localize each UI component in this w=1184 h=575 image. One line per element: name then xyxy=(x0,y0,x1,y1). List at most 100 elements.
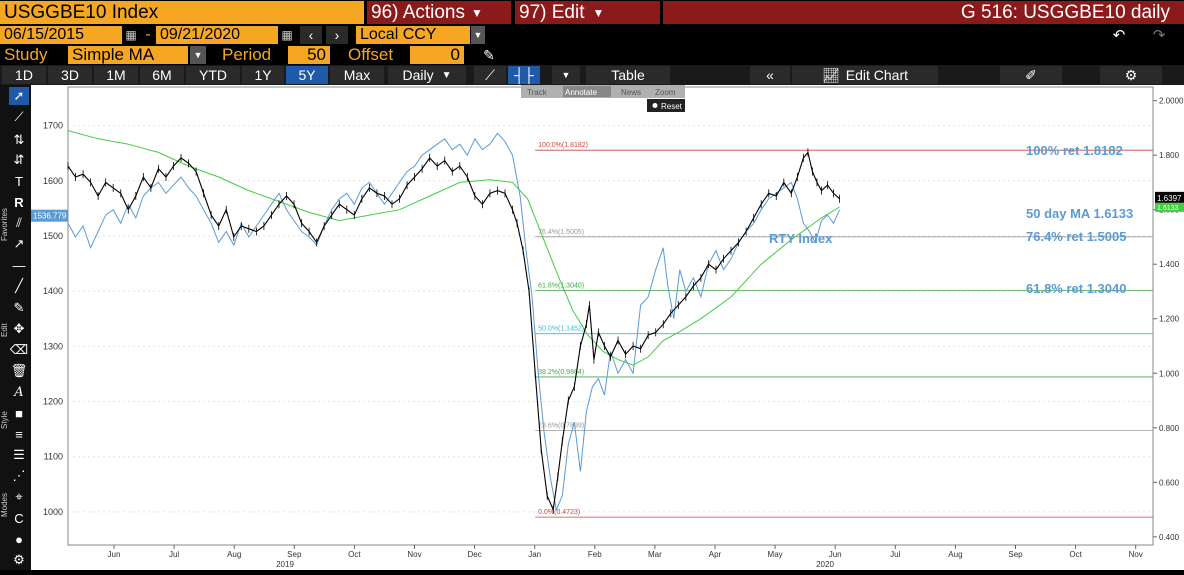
end-date-text: 09/21/2020 xyxy=(160,26,241,43)
zoom-button[interactable]: Zoom xyxy=(655,88,676,97)
actions-menu[interactable]: 96) Actions ▼ xyxy=(367,1,511,24)
left-tick-label: 1000 xyxy=(43,507,63,517)
redo-icon[interactable]: ↷ xyxy=(1152,27,1166,44)
news-button[interactable]: News xyxy=(621,88,641,97)
price-badge-bg xyxy=(1155,191,1184,203)
end-date-field[interactable]: 09/21/2020 xyxy=(156,26,278,44)
fib-tool-icon[interactable]: ⇅ xyxy=(13,132,25,147)
gear-icon[interactable]: ⚙ xyxy=(13,552,25,567)
chart-area[interactable]: 100.0%(1.8182) 76.4%(1.5005) 61.8%(1.3040)… xyxy=(31,85,1184,570)
offset-field[interactable]: 0 xyxy=(410,45,464,64)
palette-icon[interactable]: ● xyxy=(15,531,23,547)
price-chart[interactable]: 100.0%(1.8182) 76.4%(1.5005) 61.8%(1.3040)… xyxy=(31,85,1184,570)
annotate-edit-button[interactable]: ✐ xyxy=(1000,66,1062,84)
delete-icon[interactable]: 🗑︎ xyxy=(10,363,28,378)
line-tool-icon[interactable]: ⟋ xyxy=(14,109,24,124)
chart-annotation: 76.4% ret 1.5005 xyxy=(1026,229,1126,244)
line-weight-icon[interactable]: ≡ xyxy=(15,426,23,442)
range-1y[interactable]: 1Y xyxy=(242,66,284,84)
study-field[interactable]: Simple MA xyxy=(68,45,188,64)
text-tool-icon[interactable]: T xyxy=(15,173,23,189)
range-label: 5Y xyxy=(298,67,316,83)
annotate-highlight xyxy=(563,86,611,97)
month-label: Feb xyxy=(588,550,602,559)
month-label: Jul xyxy=(169,550,179,559)
edit-menu[interactable]: 97) Edit ▼ xyxy=(515,1,660,24)
mode-c-icon[interactable]: C xyxy=(14,510,24,526)
left-tick-label: 1200 xyxy=(43,397,63,407)
magnet-icon[interactable]: ⌖ xyxy=(15,489,23,504)
page-title: G 516: USGGBE10 daily xyxy=(663,1,1184,24)
month-label: Sep xyxy=(287,550,302,559)
double-chevron-left-icon: « xyxy=(766,67,774,83)
next-button[interactable]: › xyxy=(326,26,348,44)
month-label: Oct xyxy=(348,550,361,559)
grid xyxy=(67,86,1154,546)
range-label: 1M xyxy=(106,67,126,83)
ray-icon[interactable]: ╱ xyxy=(15,278,23,293)
collapse-button[interactable]: « xyxy=(750,66,790,84)
range-3d[interactable]: 3D xyxy=(48,66,92,84)
retracement-label: 50.0%(1.1452) xyxy=(538,326,584,333)
font-style-icon[interactable]: A xyxy=(14,384,24,400)
title-bar: USGGBE10 Index 96) Actions ▼ 97) Edit ▼ G … xyxy=(0,0,1184,25)
annotate-button[interactable]: Annotate xyxy=(565,88,598,97)
fib-extension-icon[interactable]: ⇵ xyxy=(13,152,25,167)
fill-color-icon[interactable]: ■ xyxy=(15,405,23,421)
undo-icon[interactable]: ↶ xyxy=(1112,27,1126,44)
horizontal-line-icon[interactable]: — xyxy=(12,257,26,273)
ma-badge-bg xyxy=(1155,202,1184,212)
cursor-icon[interactable]: ➚ xyxy=(9,87,29,105)
line-chart-button[interactable]: ⟋ xyxy=(474,66,506,84)
pen-icon[interactable]: ✎ xyxy=(483,46,495,63)
offset-label: Offset xyxy=(348,45,394,64)
ticker-text: USGGBE10 Index xyxy=(4,1,159,23)
range-1d[interactable]: 1D xyxy=(2,66,46,84)
retracement-label: 23.6%(0.7899) xyxy=(538,423,584,430)
right-tick-label: 0.400 xyxy=(1159,533,1180,542)
brush-icon[interactable]: ✎ xyxy=(13,300,25,315)
channel-icon[interactable]: ⫽ xyxy=(16,215,22,230)
start-date-text: 06/15/2015 xyxy=(4,26,85,43)
range-ytd[interactable]: YTD xyxy=(186,66,240,84)
edit-chart-button[interactable]: 📈︎ Edit Chart xyxy=(792,66,938,84)
range-5y[interactable]: 5Y xyxy=(286,66,328,84)
frequency-dropdown[interactable]: Daily ▼ xyxy=(388,66,466,84)
study-dropdown[interactable]: ▼ xyxy=(190,46,206,64)
chevron-right-icon: › xyxy=(334,27,340,43)
line-style-icon[interactable]: ☰ xyxy=(13,447,25,462)
retracement-icon[interactable]: R xyxy=(14,194,24,210)
reset-button[interactable]: Reset xyxy=(661,102,683,111)
right-tick-label: 0.600 xyxy=(1159,478,1180,487)
reset-icon xyxy=(652,103,658,108)
period-field[interactable]: 50 xyxy=(288,45,330,64)
bar-chart-button[interactable]: ┤├ xyxy=(508,66,540,84)
currency-field[interactable]: Local CCY xyxy=(356,26,470,44)
range-max[interactable]: Max xyxy=(330,66,384,84)
calendar-icon[interactable]: ▦ xyxy=(281,28,293,42)
actions-caret-icon: ▼ xyxy=(471,5,483,20)
start-date-field[interactable]: 06/15/2015 xyxy=(0,26,122,44)
move-icon[interactable]: ✥ xyxy=(13,321,25,336)
edit-label: Edit xyxy=(0,323,9,337)
eraser-icon[interactable]: ⌫ xyxy=(9,342,29,357)
calendar-icon[interactable]: ▦ xyxy=(125,28,137,42)
chart-type-dropdown[interactable]: ▼ xyxy=(552,66,580,84)
range-1m[interactable]: 1M xyxy=(94,66,138,84)
table-button[interactable]: Table xyxy=(586,66,670,84)
currency-dropdown[interactable]: ▼ xyxy=(471,26,485,44)
trend-icon[interactable]: ↗ xyxy=(13,236,25,251)
dash-style-icon[interactable]: ⋰ xyxy=(12,468,26,483)
series-group xyxy=(67,130,841,514)
left-badge: 1536.779 xyxy=(33,212,67,221)
track-button[interactable]: Track xyxy=(527,88,548,97)
mini-toolbar: Track Annotate News Zoom Reset xyxy=(521,85,685,112)
range-6m[interactable]: 6M xyxy=(140,66,184,84)
reset-bg xyxy=(647,99,685,112)
settings-button[interactable]: ⚙ xyxy=(1100,66,1162,84)
left-tick-label: 1500 xyxy=(43,231,63,241)
year-label: 2019 xyxy=(276,560,294,569)
prev-button[interactable]: ‹ xyxy=(300,26,322,44)
month-label: Aug xyxy=(948,550,962,559)
ticker-field[interactable]: USGGBE10 Index xyxy=(0,1,364,24)
